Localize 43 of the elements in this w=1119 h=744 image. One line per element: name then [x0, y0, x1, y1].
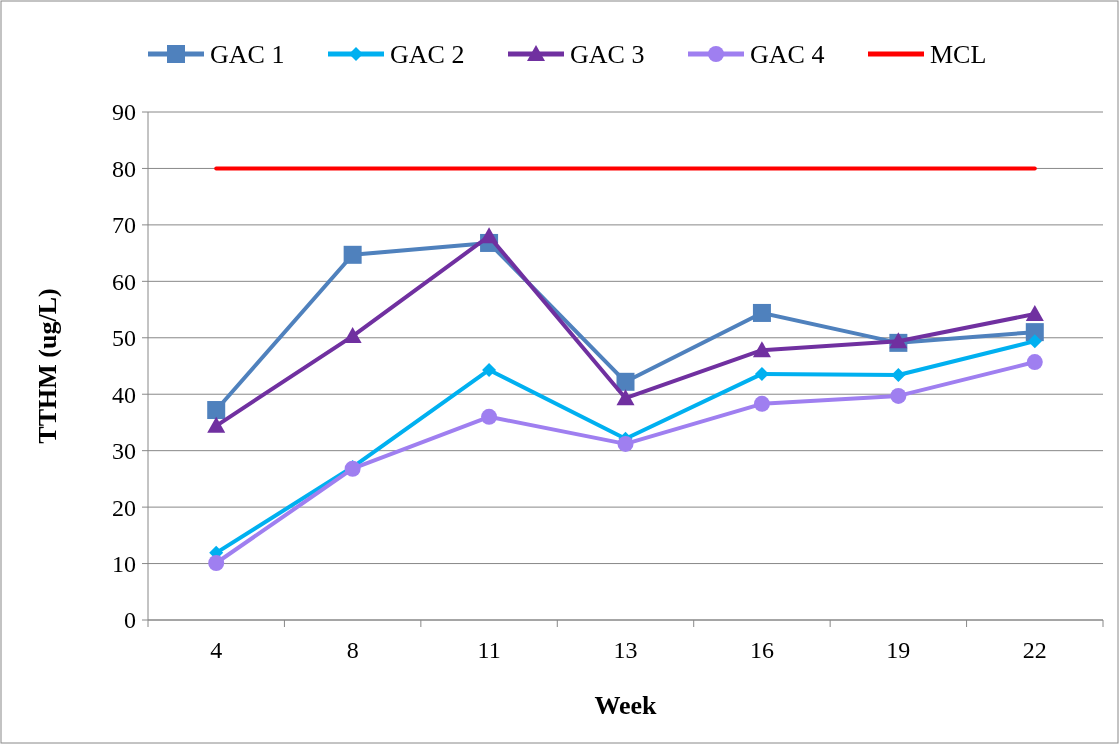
point [617, 435, 634, 452]
y-tick-label: 50 [112, 325, 136, 352]
point [616, 389, 635, 406]
x-tick-label: 11 [477, 637, 501, 663]
point [207, 416, 226, 433]
x-tick-label: 19 [886, 637, 911, 663]
point [754, 366, 769, 381]
legend-label: GAC 4 [750, 40, 825, 70]
point [343, 245, 362, 264]
x-axis-title: Week [594, 691, 658, 720]
y-tick-label: 0 [124, 607, 136, 634]
y-tick-label: 40 [112, 381, 136, 408]
legend-label: GAC 2 [390, 40, 465, 70]
point [752, 341, 771, 358]
y-tick-label: 20 [112, 494, 136, 521]
point [207, 401, 226, 420]
x-tick-label: 13 [613, 637, 638, 663]
y-tick-label: 80 [112, 155, 136, 182]
point [208, 554, 225, 571]
y-tick-label: 60 [112, 268, 136, 295]
point [752, 303, 771, 322]
y-axis-title: TTHM (ug/L) [33, 288, 62, 444]
legend-label: GAC 3 [570, 40, 645, 70]
y-tick-label: 70 [112, 212, 136, 239]
x-tick-label: 16 [749, 637, 774, 663]
point [890, 387, 907, 404]
point [482, 362, 497, 377]
point [1026, 354, 1043, 371]
point [480, 227, 499, 244]
y-tick-label: 30 [112, 438, 136, 465]
y-tick-label: 10 [112, 550, 136, 577]
legend-label: MCL [930, 40, 987, 70]
y-tick-label: 90 [112, 99, 136, 126]
legend-label: GAC 1 [210, 40, 285, 70]
point [753, 395, 770, 412]
point [1027, 334, 1042, 349]
point [1025, 305, 1044, 322]
point [891, 368, 906, 383]
x-tick-label: 8 [346, 637, 359, 663]
x-tick-label: 22 [1022, 637, 1047, 663]
x-tick-label: 4 [210, 637, 223, 663]
point [481, 408, 498, 425]
point [616, 372, 635, 391]
